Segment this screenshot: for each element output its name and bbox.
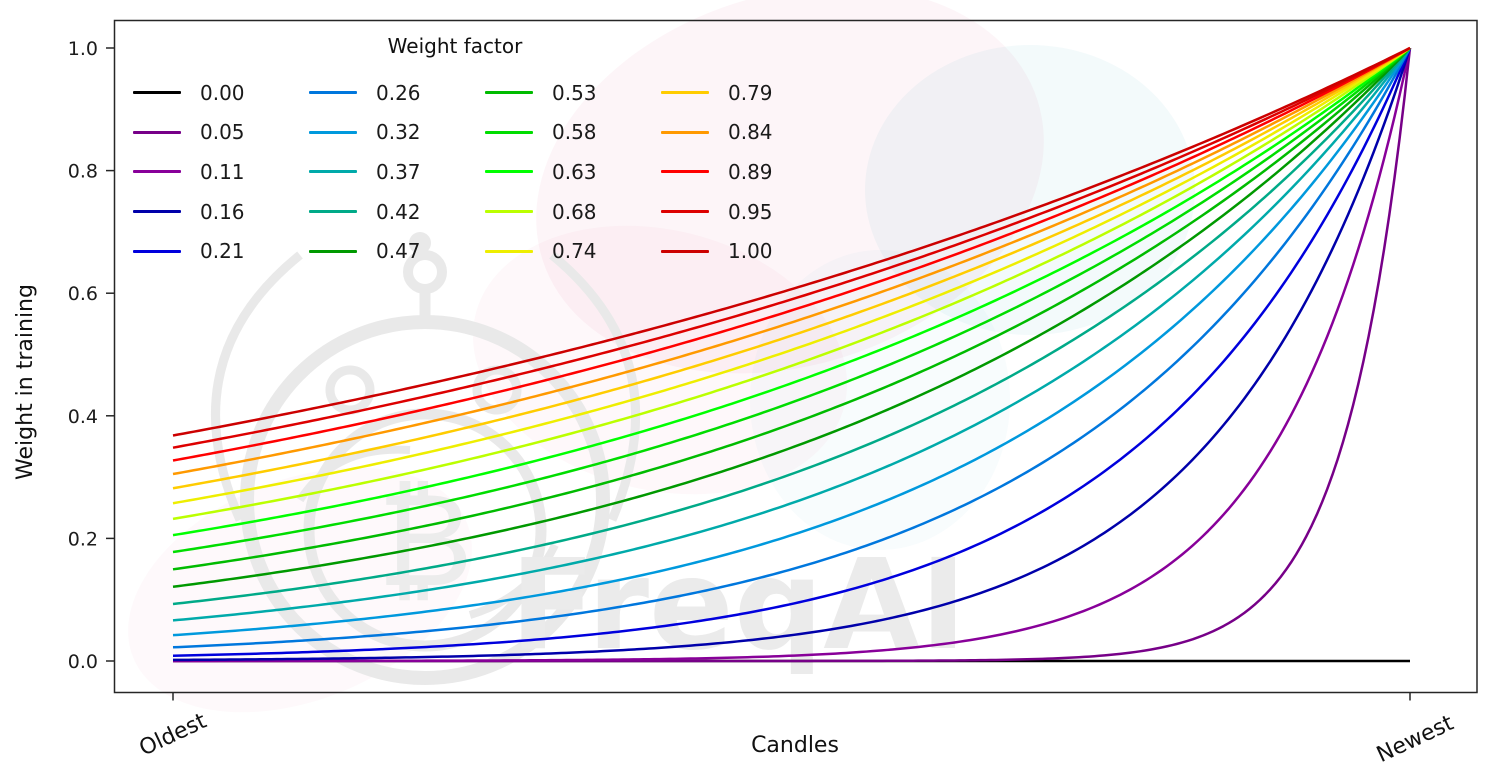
curve-0.42 xyxy=(172,47,1411,606)
legend-label: 0.89 xyxy=(728,159,773,184)
legend-label: 0.95 xyxy=(728,199,773,224)
legend-label: 0.84 xyxy=(728,120,773,145)
watermark-leaf-pink-bottom xyxy=(92,421,508,760)
legend-swatch xyxy=(133,249,181,253)
curve-0.32 xyxy=(172,47,1412,637)
legend-label: 0.68 xyxy=(552,199,597,224)
curve-0.47 xyxy=(172,47,1411,589)
curve-0.63 xyxy=(172,47,1411,537)
y-tick-label: 0.6 xyxy=(68,283,98,305)
legend-entry-0.26: 0.26 xyxy=(301,73,477,113)
legend-entry-0.37: 0.37 xyxy=(301,152,477,192)
y-tick-label: 0.4 xyxy=(68,406,98,428)
legend-label: 0.32 xyxy=(376,120,421,145)
legend-entry-0.32: 0.32 xyxy=(301,113,477,153)
curve-0.68 xyxy=(172,46,1411,521)
curve-0.26 xyxy=(172,47,1412,649)
legend-label: 0.58 xyxy=(552,120,597,145)
legend-entry-0.00: 0.00 xyxy=(125,73,301,113)
legend-label: 0.00 xyxy=(200,80,245,105)
legend-label: 1.00 xyxy=(728,239,773,264)
legend-swatch xyxy=(309,91,357,95)
legend-label: 0.74 xyxy=(552,239,597,264)
legend-entry-0.11: 0.11 xyxy=(125,152,301,192)
y-tick-label: 0.8 xyxy=(68,161,98,183)
legend-label: 0.63 xyxy=(552,159,597,184)
legend-label: 0.47 xyxy=(376,239,421,264)
curve-0.84 xyxy=(172,46,1411,476)
legend-swatch xyxy=(485,130,533,134)
legend-swatch xyxy=(485,91,533,95)
legend-label: 0.42 xyxy=(376,199,421,224)
legend-entry-0.68: 0.68 xyxy=(477,192,653,232)
legend-label: 0.37 xyxy=(376,159,421,184)
curve-1.00 xyxy=(172,46,1411,437)
legend-label: 0.05 xyxy=(200,120,245,145)
legend-swatch xyxy=(309,210,357,214)
legend-entry-0.16: 0.16 xyxy=(125,192,301,232)
y-tick-label: 0.2 xyxy=(68,528,98,550)
legend-swatch xyxy=(133,170,181,174)
curve-0.89 xyxy=(172,46,1411,462)
legend-swatch xyxy=(661,91,709,95)
legend-entry-0.84: 0.84 xyxy=(653,113,829,153)
legend-label: 0.11 xyxy=(200,159,245,184)
legend-entry-0.21: 0.21 xyxy=(125,231,301,271)
legend-grid: 0.00 0.05 0.11 0.16 0.21 0.26 0.32 0.37 0.42 0.47… xyxy=(125,73,829,271)
curve-0.16 xyxy=(172,47,1412,662)
x-axis-label: Candles xyxy=(751,733,839,758)
curve-0.21 xyxy=(172,47,1412,657)
legend-label: 0.26 xyxy=(376,80,421,105)
plot-border xyxy=(113,19,1478,694)
legend-entry-0.05: 0.05 xyxy=(125,113,301,153)
legend-swatch xyxy=(661,249,709,253)
legend-entry-0.79: 0.79 xyxy=(653,73,829,113)
legend-entry-0.95: 0.95 xyxy=(653,192,829,232)
x-tick-label-newest: Newest xyxy=(1373,711,1458,768)
legend-swatch xyxy=(485,170,533,174)
legend-swatch xyxy=(309,249,357,253)
y-tick-label: 1.0 xyxy=(68,38,98,60)
legend-swatch xyxy=(133,210,181,214)
legend-swatch xyxy=(661,210,709,214)
y-tick-label: 0.0 xyxy=(68,651,98,673)
legend-entry-0.47: 0.47 xyxy=(301,231,477,271)
legend-entry-0.63: 0.63 xyxy=(477,152,653,192)
legend-swatch xyxy=(309,170,357,174)
curve-0.53 xyxy=(172,47,1411,571)
legend-entry-0.74: 0.74 xyxy=(477,231,653,271)
legend-swatch xyxy=(661,170,709,174)
legend-swatch xyxy=(309,130,357,134)
legend-entry-0.58: 0.58 xyxy=(477,113,653,153)
x-tick-label-oldest: Oldest xyxy=(136,709,211,762)
legend-swatch xyxy=(485,210,533,214)
legend-entry-0.89: 0.89 xyxy=(653,152,829,192)
legend-swatch xyxy=(661,130,709,134)
curve-0.74 xyxy=(172,46,1411,505)
y-axis-label: Weight in training xyxy=(13,284,38,480)
axis-ticks xyxy=(106,47,1411,701)
legend-title: Weight factor xyxy=(387,34,523,58)
legend-label: 0.16 xyxy=(200,199,245,224)
curve-0.95 xyxy=(172,46,1411,449)
legend-swatch xyxy=(133,91,181,95)
curves xyxy=(172,46,1412,663)
legend-label: 0.21 xyxy=(200,239,245,264)
curve-0.58 xyxy=(172,47,1411,554)
curve-0.37 xyxy=(172,47,1412,622)
tick-labels: 0.0 0.2 0.4 0.6 0.8 1.0 xyxy=(68,38,98,673)
legend-label: 0.53 xyxy=(552,80,597,105)
legend-label: 0.79 xyxy=(728,80,773,105)
legend-swatch xyxy=(133,130,181,134)
legend-entry-1.00: 1.00 xyxy=(653,231,829,271)
legend-swatch xyxy=(485,249,533,253)
legend-entry-0.53: 0.53 xyxy=(477,73,653,113)
curve-0.79 xyxy=(172,46,1411,490)
legend-entry-0.42: 0.42 xyxy=(301,192,477,232)
curve-0.11 xyxy=(173,47,1412,663)
